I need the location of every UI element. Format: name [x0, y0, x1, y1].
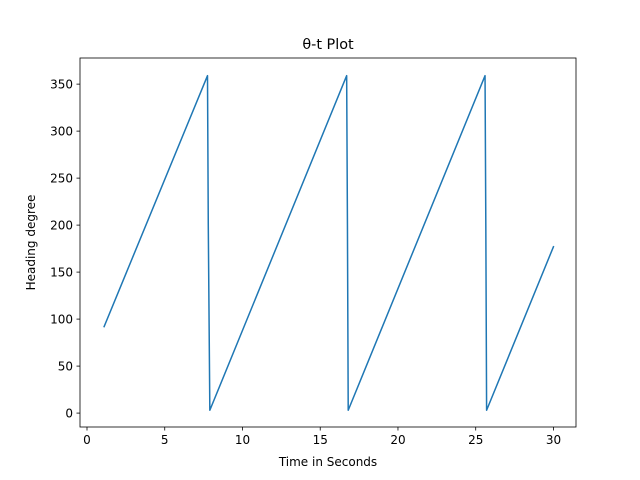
- x-axis-ticks: 0 5 10 15 20 25 30: [83, 427, 561, 447]
- y-tick-label: 100: [50, 312, 73, 326]
- series-layer: [103, 74, 555, 412]
- y-axis-ticks: 0 50 100 150 200 250 300 350: [50, 77, 80, 420]
- x-tick-label: 15: [313, 433, 328, 447]
- x-tick-label: 30: [546, 433, 561, 447]
- y-axis-label: Heading degree: [24, 195, 38, 291]
- y-tick-label: 200: [50, 218, 73, 232]
- y-tick-label: 50: [58, 359, 73, 373]
- plot-frame: [79, 57, 577, 428]
- series-line: [103, 74, 555, 412]
- chart-title: θ-t Plot: [302, 37, 354, 53]
- y-tick-label: 300: [50, 124, 73, 138]
- y-tick-label: 350: [50, 77, 73, 91]
- x-tick-label: 5: [161, 433, 169, 447]
- y-tick-label: 0: [65, 406, 73, 420]
- y-tick-label: 250: [50, 171, 73, 185]
- x-axis-label: Time in Seconds: [278, 455, 377, 469]
- x-tick-label: 10: [235, 433, 250, 447]
- y-tick-label: 150: [50, 265, 73, 279]
- x-tick-label: 20: [390, 433, 405, 447]
- x-tick-label: 25: [468, 433, 483, 447]
- x-tick-label: 0: [83, 433, 91, 447]
